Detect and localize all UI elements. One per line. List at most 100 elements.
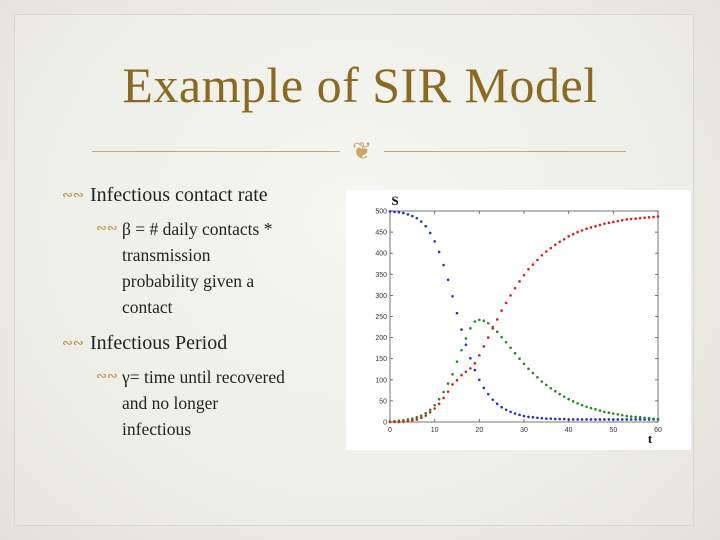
data-point bbox=[598, 409, 602, 412]
data-point bbox=[518, 413, 521, 417]
data-point bbox=[571, 418, 575, 421]
data-point bbox=[522, 273, 526, 277]
data-point bbox=[527, 367, 530, 371]
y-tick-label: 50 bbox=[379, 398, 387, 405]
data-point bbox=[478, 354, 481, 357]
data-point bbox=[442, 390, 445, 394]
data-point bbox=[553, 389, 557, 393]
data-point bbox=[594, 408, 597, 411]
data-point bbox=[531, 416, 535, 419]
data-point bbox=[545, 383, 548, 387]
data-point bbox=[504, 340, 508, 344]
y-tick-label: 200 bbox=[375, 335, 387, 342]
data-point bbox=[469, 367, 472, 370]
data-point bbox=[491, 327, 495, 330]
bullet-text: Infectious Period bbox=[90, 332, 228, 354]
data-point bbox=[576, 402, 579, 405]
data-point bbox=[424, 414, 428, 417]
data-point bbox=[469, 327, 472, 330]
data-point bbox=[589, 226, 593, 229]
data-point bbox=[580, 403, 584, 407]
data-point bbox=[500, 335, 503, 339]
y-tick-label: 450 bbox=[375, 230, 387, 237]
data-point bbox=[536, 375, 539, 379]
x-tick-label: 10 bbox=[431, 427, 439, 434]
data-point bbox=[558, 417, 562, 421]
bullet-item: ∾∾ Infectious contact rate bbox=[62, 184, 362, 208]
data-point bbox=[464, 370, 468, 374]
data-point bbox=[509, 294, 512, 297]
data-point bbox=[513, 286, 517, 290]
sub-bullet-line: probability given a bbox=[122, 271, 255, 291]
data-point bbox=[478, 378, 481, 382]
data-point bbox=[603, 410, 606, 414]
data-point bbox=[616, 219, 620, 223]
data-point bbox=[415, 416, 419, 419]
x-tick-label: 20 bbox=[475, 427, 483, 434]
data-point bbox=[567, 418, 570, 421]
data-point bbox=[473, 362, 477, 365]
data-point bbox=[553, 417, 557, 421]
data-point bbox=[460, 348, 463, 352]
y-tick-label: 300 bbox=[375, 293, 387, 300]
data-point bbox=[486, 321, 490, 325]
data-point bbox=[393, 420, 396, 424]
y-tick-label: 100 bbox=[375, 377, 387, 384]
data-point bbox=[629, 418, 633, 421]
curly-bullet-icon: ∾∾ bbox=[62, 188, 84, 203]
data-point bbox=[562, 237, 566, 241]
data-point bbox=[585, 418, 588, 421]
data-point bbox=[656, 417, 660, 421]
data-point bbox=[460, 373, 463, 377]
sub-bullet-item: ∾∾ γ= time until recovered and no longer… bbox=[96, 364, 362, 442]
data-point bbox=[428, 408, 432, 412]
data-point bbox=[419, 220, 423, 223]
data-point bbox=[491, 398, 495, 401]
data-point bbox=[406, 213, 410, 216]
data-point bbox=[415, 418, 419, 421]
x-tick-label: 50 bbox=[609, 427, 617, 434]
y-tick-label: 400 bbox=[375, 251, 387, 258]
data-point bbox=[549, 246, 553, 250]
data-point bbox=[612, 220, 615, 224]
data-point bbox=[562, 417, 566, 421]
data-point bbox=[625, 418, 629, 421]
data-point bbox=[451, 294, 454, 298]
data-point bbox=[495, 402, 499, 406]
x-tick-label: 30 bbox=[520, 427, 528, 434]
data-point bbox=[625, 218, 629, 221]
data-point bbox=[603, 222, 606, 225]
data-point bbox=[589, 406, 593, 410]
data-point bbox=[446, 382, 450, 385]
data-point bbox=[415, 216, 419, 220]
sub-bullet-item: ∾∾ β = # daily contacts * transmission p… bbox=[96, 216, 362, 320]
bullet-text: Infectious contact rate bbox=[90, 184, 268, 206]
data-point bbox=[643, 416, 646, 420]
y-tick-label: 150 bbox=[375, 356, 387, 363]
data-point bbox=[634, 418, 637, 421]
data-point bbox=[437, 250, 441, 254]
data-point bbox=[504, 301, 508, 305]
data-point bbox=[437, 402, 441, 406]
y-tick-label: 0 bbox=[383, 420, 387, 427]
slide-title: Example of SIR Model bbox=[122, 57, 598, 113]
data-point bbox=[567, 397, 570, 401]
data-point bbox=[473, 368, 477, 372]
data-point bbox=[402, 420, 405, 423]
data-point bbox=[558, 240, 562, 244]
data-point bbox=[473, 320, 477, 323]
data-point bbox=[433, 240, 436, 243]
data-point bbox=[594, 418, 597, 421]
sub-bullet-line: transmission bbox=[122, 245, 211, 265]
data-point bbox=[567, 235, 570, 238]
data-point bbox=[545, 417, 548, 420]
data-point bbox=[612, 418, 615, 421]
curly-bullet-icon: ∾∾ bbox=[62, 336, 84, 351]
data-point bbox=[482, 386, 486, 390]
y-tick-label: 250 bbox=[375, 314, 387, 321]
data-point bbox=[571, 400, 575, 403]
sub-bullet-line: infectious bbox=[122, 419, 192, 439]
data-point bbox=[428, 231, 432, 235]
data-point bbox=[607, 418, 611, 421]
data-point bbox=[620, 413, 624, 417]
